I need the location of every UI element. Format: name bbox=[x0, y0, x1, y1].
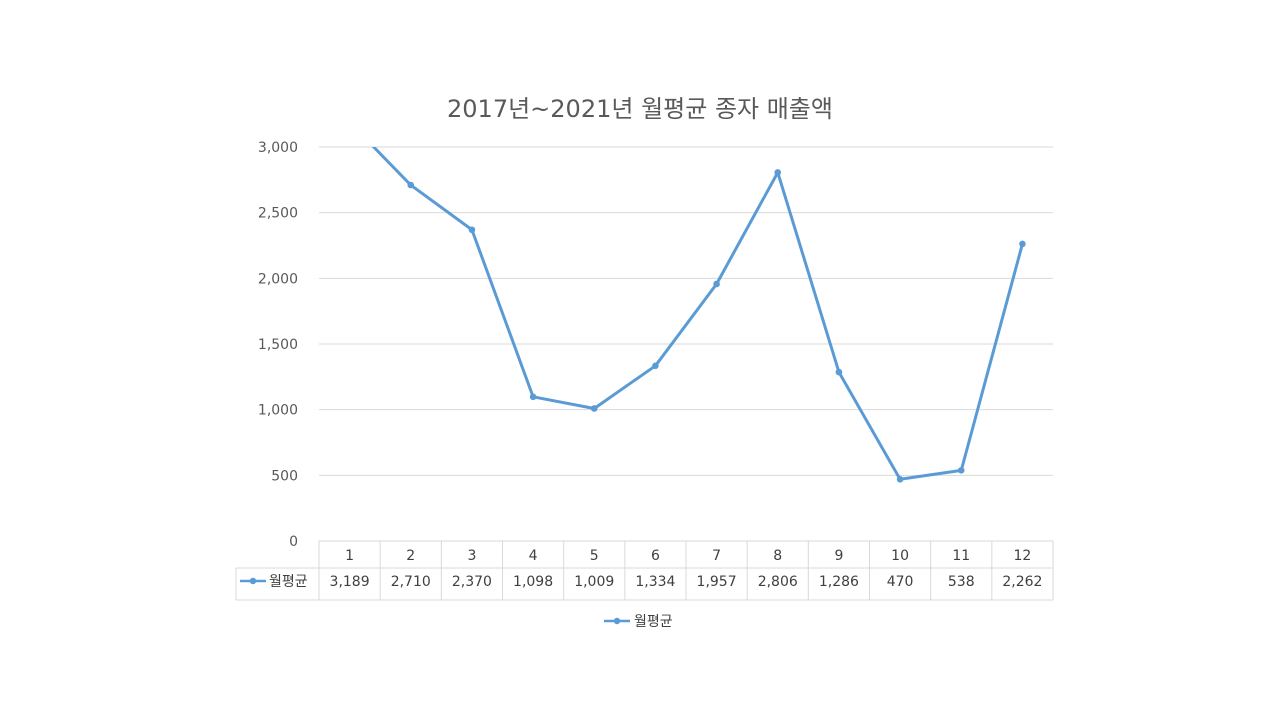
x-category-label: 8 bbox=[773, 548, 782, 564]
data-point bbox=[529, 393, 537, 401]
x-category-label: 12 bbox=[1014, 548, 1032, 564]
series-line-group bbox=[346, 119, 1026, 483]
table-series-key-marker bbox=[249, 577, 257, 585]
table-value-cell: 2,370 bbox=[452, 574, 492, 590]
legend-key-marker bbox=[613, 617, 621, 625]
y-tick-label: 500 bbox=[271, 468, 298, 484]
y-tick-label: 1,000 bbox=[258, 403, 298, 419]
y-tick-label: 3,000 bbox=[258, 140, 298, 156]
x-category-label: 3 bbox=[467, 548, 476, 564]
table-value-cell: 538 bbox=[948, 574, 975, 590]
y-tick-label: 2,500 bbox=[258, 206, 298, 222]
y-axis-ticks: 0 500 1,000 1,500 2,000 2,500 3,000 bbox=[258, 140, 298, 550]
legend-entry: 월평균 bbox=[634, 614, 673, 630]
x-category-label: 4 bbox=[529, 548, 538, 564]
table-value-cell: 3,189 bbox=[330, 574, 370, 590]
y-tick-label: 0 bbox=[289, 534, 298, 550]
x-category-label: 2 bbox=[406, 548, 415, 564]
y-tick-label: 2,000 bbox=[258, 271, 298, 287]
x-category-label: 7 bbox=[712, 548, 721, 564]
table-value-cell: 1,334 bbox=[635, 574, 675, 590]
table-value-cell: 1,098 bbox=[513, 574, 553, 590]
data-point bbox=[1019, 240, 1026, 248]
data-point bbox=[346, 119, 353, 126]
table-value-cell: 1,286 bbox=[819, 574, 859, 590]
data-point bbox=[957, 467, 965, 474]
gridlines bbox=[319, 146, 1053, 476]
y-tick-label: 1,500 bbox=[258, 337, 298, 353]
x-category-label: 6 bbox=[651, 548, 660, 564]
data-point bbox=[652, 362, 659, 370]
x-category-label: 10 bbox=[891, 548, 909, 564]
table-value-cell: 2,262 bbox=[1002, 574, 1042, 590]
table-value-cell: 470 bbox=[887, 574, 914, 590]
data-point bbox=[774, 169, 782, 176]
table-value-cell: 1,957 bbox=[697, 574, 737, 590]
x-category-label: 9 bbox=[834, 548, 843, 564]
x-category-label: 1 bbox=[345, 548, 354, 564]
series-line bbox=[371, 147, 1024, 481]
legend: 월평균 bbox=[604, 614, 673, 630]
data-point bbox=[468, 226, 476, 234]
chart-title: 2017년~2021년 월평균 종자 매출액 bbox=[447, 95, 833, 123]
table-value-cell: 1,009 bbox=[574, 574, 614, 590]
table-value-cell: 2,710 bbox=[391, 574, 431, 590]
data-point bbox=[896, 475, 904, 483]
data-point bbox=[713, 280, 720, 288]
x-category-label: 5 bbox=[590, 548, 599, 564]
table-series-name: 월평균 bbox=[269, 574, 308, 590]
data-point bbox=[407, 181, 415, 189]
x-category-label: 11 bbox=[952, 548, 970, 564]
table-value-cell: 2,806 bbox=[758, 574, 798, 590]
data-point bbox=[590, 405, 598, 412]
data-point bbox=[835, 368, 843, 376]
